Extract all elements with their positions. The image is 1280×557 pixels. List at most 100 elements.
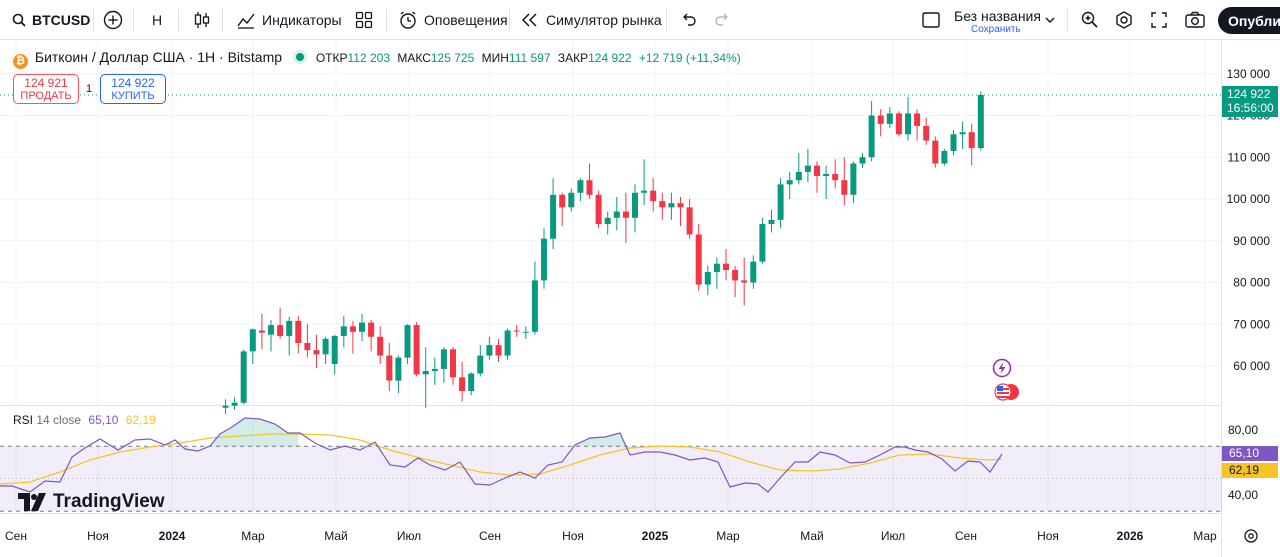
candle — [486, 336, 493, 360]
symbol-title[interactable]: Биткоин / Доллар США · 1Н · Bitstamp — [34, 49, 283, 65]
candle-body — [713, 263, 720, 273]
time-axis[interactable]: Сен Ноя 2024 Мар Май Июл Сен Ноя 2025 Мар Май Июл Се… — [5, 529, 1217, 543]
tradingview-logo[interactable]: TradingView — [18, 491, 165, 513]
rsi-line — [0, 417, 1003, 493]
open-value: 112 203 — [347, 51, 391, 65]
candle — [741, 257, 748, 306]
candle-body — [723, 263, 729, 270]
rsi-legend[interactable]: RSI 14 close 65,10 62,19 — [13, 413, 156, 427]
buy-button[interactable]: 124 922 КУПИТЬ — [100, 74, 166, 104]
candle — [814, 161, 820, 193]
rsi-band — [0, 446, 1222, 512]
candle — [477, 345, 484, 377]
candle-body — [531, 280, 538, 332]
settings-button[interactable] — [1114, 0, 1134, 40]
candle-body — [604, 217, 611, 225]
candle — [268, 320, 274, 352]
time-tick-label: Сен — [955, 529, 977, 543]
chart-type-button[interactable] — [193, 0, 211, 40]
interval-button[interactable]: H — [152, 12, 163, 28]
candle-body — [395, 357, 402, 381]
candle — [786, 171, 793, 199]
sell-button[interactable]: 124 921 ПРОДАТЬ — [13, 74, 79, 104]
open-label: ОТКР — [315, 51, 348, 65]
rsi-tick-label: 80,00 — [1228, 423, 1258, 437]
rsi-ma-line — [0, 433, 1003, 485]
candle — [459, 361, 466, 402]
candle — [377, 326, 384, 364]
candle — [859, 153, 866, 168]
tradingview-logo-icon — [18, 493, 46, 511]
camera-icon — [1185, 11, 1205, 28]
flash-event-icon[interactable] — [992, 358, 1012, 378]
layout-menu-button[interactable] — [1044, 0, 1056, 40]
candle — [668, 192, 675, 220]
candle-body — [668, 203, 675, 208]
candle-body — [841, 180, 848, 195]
time-axis-settings-icon[interactable] — [1244, 529, 1258, 543]
candle — [404, 324, 411, 364]
candle — [504, 328, 511, 360]
change-value: +12 719 (+11,34%) — [638, 51, 741, 65]
price-tick-label: 130 000 — [1227, 67, 1271, 81]
market-status-dot[interactable] — [295, 53, 304, 61]
candle-body — [595, 194, 602, 225]
candle-body — [331, 335, 338, 364]
price-tick-label: 80 000 — [1233, 276, 1270, 290]
candle-body — [932, 140, 939, 164]
snapshot-button[interactable] — [1184, 0, 1206, 40]
candle-body — [286, 320, 293, 336]
layout-button[interactable] — [921, 0, 941, 40]
candle-body — [322, 338, 329, 355]
candle-body — [268, 325, 274, 335]
symbol-search[interactable]: BTCUSD — [12, 0, 90, 40]
candle — [240, 349, 247, 405]
compare-button[interactable] — [103, 0, 123, 40]
candle — [823, 165, 830, 199]
alerts-button[interactable]: Оповещения — [398, 0, 508, 40]
candle-body — [959, 132, 966, 135]
rsi-params: 14 close — [36, 413, 82, 427]
indicators-button[interactable]: Индикаторы — [236, 0, 342, 40]
candle — [895, 111, 902, 137]
candle-body — [650, 190, 657, 202]
candle — [695, 224, 702, 291]
candle — [686, 199, 693, 239]
quick-search-button[interactable] — [1080, 0, 1100, 40]
low-label: МИН — [481, 51, 509, 65]
replay-button[interactable]: Симулятор рынка — [520, 0, 662, 40]
candle — [322, 336, 329, 364]
undo-button[interactable] — [679, 0, 697, 40]
time-tick-label: 2025 — [642, 529, 669, 543]
candle-body — [522, 331, 529, 333]
templates-button[interactable] — [355, 0, 373, 40]
candle — [522, 326, 529, 339]
candle — [905, 96, 911, 141]
candle — [832, 159, 839, 189]
time-tick-label: 2026 — [1117, 529, 1144, 543]
close-value: 124 922 — [588, 51, 632, 65]
bitcoin-icon: ₿ — [13, 54, 28, 69]
fullscreen-button[interactable] — [1150, 0, 1168, 40]
candle-body — [941, 150, 948, 164]
candle-body — [440, 349, 447, 369]
candle-body — [377, 336, 384, 356]
layout-name[interactable]: Без названия Сохранить — [954, 8, 1044, 35]
us-events-flag-icon[interactable] — [994, 383, 1019, 401]
candle-body — [968, 132, 975, 149]
redo-button[interactable] — [714, 0, 732, 40]
time-tick-label: Сен — [5, 529, 27, 543]
rsi-value: 65,10 — [88, 413, 119, 427]
candle-body — [804, 165, 811, 172]
publish-button[interactable]: Опублико — [1218, 7, 1280, 34]
candle-body — [468, 373, 475, 392]
candle-body — [622, 211, 629, 218]
candle — [222, 399, 229, 415]
candle-body — [249, 329, 256, 352]
top-toolbar: BTCUSD H Индикаторы Оповещения Симулятор… — [0, 0, 1280, 40]
candle-body — [905, 113, 911, 135]
quantity-value[interactable]: 1 — [86, 83, 93, 95]
last-price-tag: 124 922 16:56:00 — [1222, 86, 1278, 117]
